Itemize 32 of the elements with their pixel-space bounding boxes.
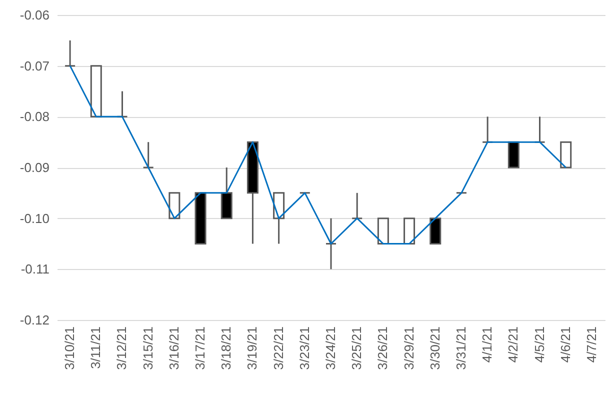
- y-tick-label: -0.12: [20, 312, 50, 328]
- y-tick-label: -0.06: [20, 8, 50, 22]
- y-tick-label: -0.07: [20, 58, 50, 74]
- x-tick-label: 3/15/21: [140, 326, 156, 370]
- x-tick-label: 4/1/21: [480, 326, 495, 363]
- x-tick-label: 3/30/21: [427, 326, 442, 370]
- x-tick-label: 3/22/21: [270, 326, 286, 370]
- x-tick-label: 3/12/21: [114, 326, 130, 370]
- x-tick-label: 4/2/21: [506, 326, 521, 363]
- x-tick-label: 3/10/21: [62, 326, 78, 370]
- x-tick-label: 3/26/21: [375, 326, 390, 370]
- x-tick-label: 4/5/21: [532, 326, 547, 363]
- candlestick: [351, 192, 363, 220]
- x-tick-label: 3/17/21: [192, 326, 208, 370]
- y-tick-label: -0.10: [20, 210, 50, 226]
- candlestick: [64, 40, 76, 67]
- x-tick-label: 3/16/21: [166, 326, 182, 370]
- x-tick-label: 3/19/21: [244, 326, 260, 370]
- y-tick-label: -0.11: [20, 262, 50, 277]
- candlestick: [142, 141, 154, 168]
- x-tick-label: 3/24/21: [323, 326, 338, 370]
- x-tick-label: 3/18/21: [218, 326, 234, 370]
- y-tick-label: -0.08: [20, 109, 50, 124]
- x-tick-label: 3/31/21: [453, 326, 468, 370]
- x-tick-label: 4/7/21: [584, 326, 599, 363]
- candlestick: [325, 218, 337, 270]
- y-tick-label: -0.09: [20, 160, 50, 175]
- x-tick-label: 3/23/21: [296, 326, 312, 370]
- x-tick-label: 3/11/21: [88, 326, 104, 369]
- x-tick-label: 4/6/21: [558, 326, 573, 363]
- x-tick-label: 3/29/21: [401, 326, 416, 370]
- x-tick-label: 3/25/21: [349, 326, 364, 370]
